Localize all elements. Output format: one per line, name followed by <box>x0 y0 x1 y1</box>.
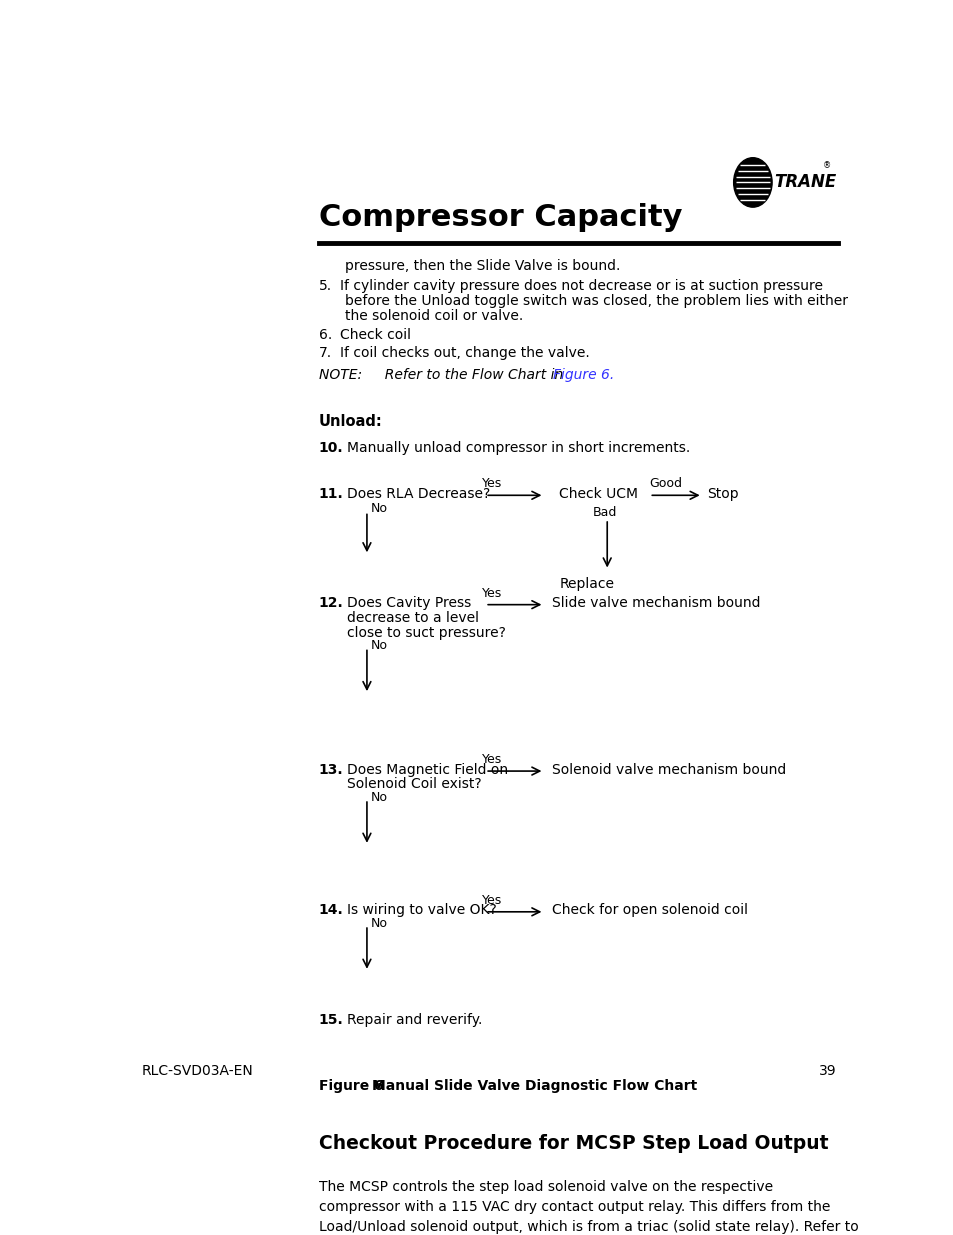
Text: The MCSP controls the step load solenoid valve on the respective
compressor with: The MCSP controls the step load solenoid… <box>318 1179 858 1235</box>
Text: RLC-SVD03A-EN: RLC-SVD03A-EN <box>141 1065 253 1078</box>
Text: Repair and reverify.: Repair and reverify. <box>347 1013 482 1026</box>
Text: No: No <box>370 916 387 930</box>
Text: pressure, then the Slide Valve is bound.: pressure, then the Slide Valve is bound. <box>344 259 619 273</box>
Text: TRANE: TRANE <box>774 173 836 191</box>
Text: Bad: Bad <box>592 506 617 519</box>
Text: 14.: 14. <box>318 903 343 918</box>
Text: Yes: Yes <box>481 587 501 599</box>
Text: Manually unload compressor in short increments.: Manually unload compressor in short incr… <box>347 441 690 454</box>
Text: Unload:: Unload: <box>318 415 382 430</box>
Text: close to suct pressure?: close to suct pressure? <box>347 626 505 640</box>
Text: 12.: 12. <box>318 597 343 610</box>
Text: 15.: 15. <box>318 1013 343 1026</box>
Text: Manual Slide Valve Diagnostic Flow Chart: Manual Slide Valve Diagnostic Flow Chart <box>372 1079 697 1093</box>
Text: Check UCM: Check UCM <box>558 487 638 500</box>
Text: Figure 6.: Figure 6. <box>553 368 614 382</box>
Text: before the Unload toggle switch was closed, the problem lies with either: before the Unload toggle switch was clos… <box>344 294 847 309</box>
Circle shape <box>733 158 771 207</box>
Text: No: No <box>370 790 387 804</box>
Text: Figure 6: Figure 6 <box>318 1079 383 1093</box>
Text: 13.: 13. <box>318 762 343 777</box>
Text: Solenoid valve mechanism bound: Solenoid valve mechanism bound <box>551 762 785 777</box>
Text: Good: Good <box>649 477 681 490</box>
Text: No: No <box>370 638 387 652</box>
Text: No: No <box>370 501 387 515</box>
Text: Yes: Yes <box>481 894 501 906</box>
Text: 11.: 11. <box>318 487 343 500</box>
Text: ®: ® <box>822 161 830 170</box>
Text: Yes: Yes <box>481 477 501 490</box>
Text: Is wiring to valve OK?: Is wiring to valve OK? <box>347 903 497 918</box>
Text: 39: 39 <box>818 1065 836 1078</box>
Text: Check coil: Check coil <box>339 329 410 342</box>
Text: decrease to a level: decrease to a level <box>347 611 478 625</box>
Text: Does Magnetic Field on: Does Magnetic Field on <box>347 762 508 777</box>
Text: 6.: 6. <box>318 329 332 342</box>
Text: Check for open solenoid coil: Check for open solenoid coil <box>551 903 747 918</box>
Text: If coil checks out, change the valve.: If coil checks out, change the valve. <box>339 346 589 359</box>
Text: If cylinder cavity pressure does not decrease or is at suction pressure: If cylinder cavity pressure does not dec… <box>339 279 821 294</box>
Text: Replace: Replace <box>558 577 614 592</box>
Text: Does Cavity Press: Does Cavity Press <box>347 597 471 610</box>
Text: Yes: Yes <box>481 753 501 766</box>
Text: Compressor Capacity: Compressor Capacity <box>318 203 681 232</box>
Text: 10.: 10. <box>318 441 343 454</box>
Text: Checkout Procedure for MCSP Step Load Output: Checkout Procedure for MCSP Step Load Ou… <box>318 1134 827 1153</box>
Text: 7.: 7. <box>318 346 332 359</box>
Text: the solenoid coil or valve.: the solenoid coil or valve. <box>344 309 522 322</box>
Text: 5.: 5. <box>318 279 332 294</box>
Text: Does RLA Decrease?: Does RLA Decrease? <box>347 487 490 500</box>
Text: NOTE:   Refer to the Flow Chart in: NOTE: Refer to the Flow Chart in <box>318 368 567 382</box>
Text: Solenoid Coil exist?: Solenoid Coil exist? <box>347 777 481 792</box>
Text: Slide valve mechanism bound: Slide valve mechanism bound <box>551 597 760 610</box>
Text: Stop: Stop <box>706 487 738 500</box>
